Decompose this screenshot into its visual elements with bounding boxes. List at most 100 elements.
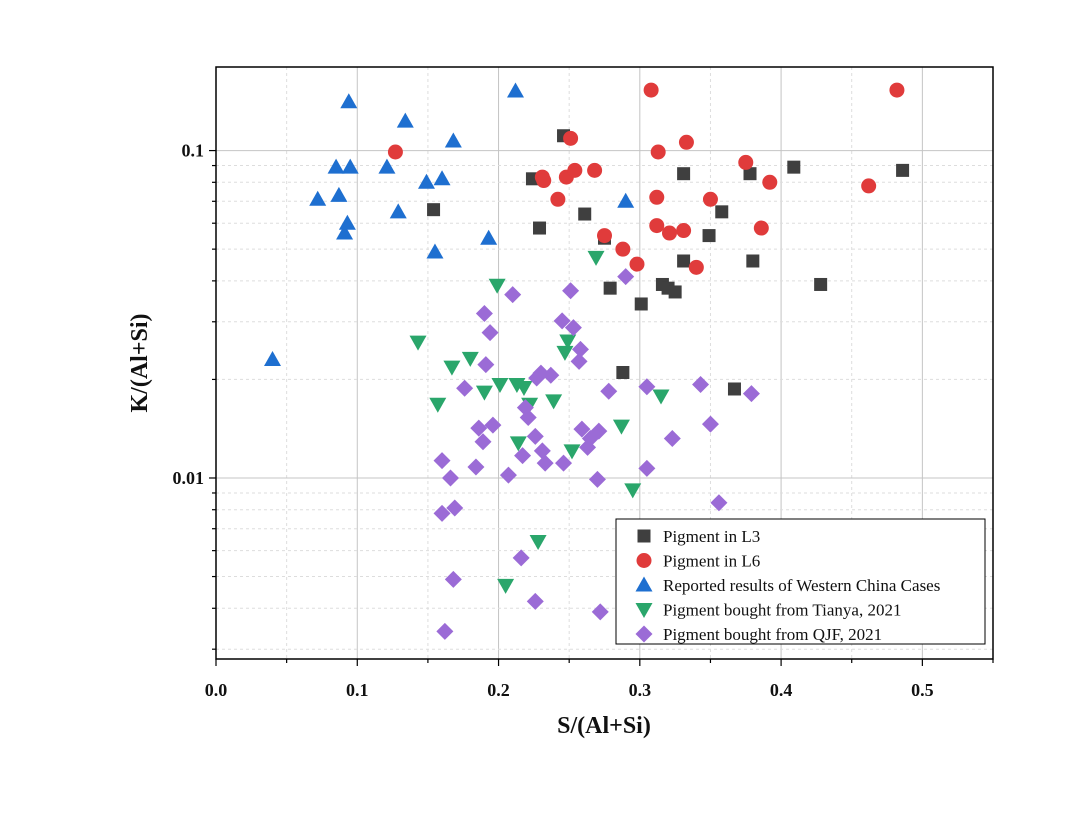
data-point: [677, 254, 691, 268]
axis-ticks: 0.0 0.1 0.2 0.3 0.4 0.5 0.01 0.1: [173, 141, 994, 700]
y-tick-label: 0.1: [182, 141, 205, 161]
data-point: [563, 130, 579, 146]
data-point: [559, 334, 577, 350]
data-point: [484, 416, 502, 434]
data-point: [436, 622, 454, 640]
data-point: [727, 382, 741, 396]
data-point: [474, 433, 492, 451]
data-point: [668, 285, 682, 299]
data-point: [433, 452, 451, 470]
series-1: [427, 129, 910, 396]
data-point: [702, 229, 716, 243]
data-point: [491, 377, 509, 393]
data-point: [556, 345, 574, 361]
data-point: [688, 259, 704, 275]
legend-marker: [636, 553, 652, 568]
data-point: [477, 356, 495, 374]
data-point: [526, 592, 544, 610]
data-point: [433, 170, 451, 186]
data-point: [509, 436, 527, 452]
data-point: [533, 221, 547, 235]
data-point: [514, 447, 532, 465]
y-axis-title: K/(Al+Si): [127, 313, 153, 412]
data-point: [387, 144, 403, 160]
data-point: [616, 365, 630, 379]
data-point: [590, 422, 608, 440]
data-point: [417, 173, 435, 189]
x-axis-title: S/(Al+Si): [557, 713, 651, 739]
data-point: [327, 158, 345, 174]
data-point: [787, 160, 801, 174]
x-tick-label: 0.0: [205, 680, 228, 700]
y-tick-label: 0.01: [173, 468, 205, 488]
data-point: [488, 278, 506, 294]
data-point: [481, 324, 499, 342]
data-point: [536, 454, 554, 472]
data-point: [429, 397, 447, 413]
data-point: [444, 132, 462, 148]
data-point: [426, 243, 444, 259]
data-point: [340, 93, 358, 109]
data-point: [550, 191, 566, 207]
data-point: [330, 186, 348, 202]
data-point: [475, 385, 493, 401]
data-point: [591, 603, 609, 621]
data-point: [571, 340, 589, 358]
series-2: [387, 82, 905, 275]
x-tick-label: 0.3: [629, 680, 652, 700]
data-point: [499, 466, 517, 484]
x-tick-label: 0.1: [346, 680, 369, 700]
data-point: [588, 470, 606, 488]
data-point: [409, 335, 427, 351]
data-point: [650, 144, 666, 160]
data-point: [629, 256, 645, 272]
data-point: [389, 203, 407, 219]
legend-label: Reported results of Western China Cases: [663, 576, 940, 595]
data-point: [529, 534, 547, 550]
x-tick-label: 0.2: [487, 680, 510, 700]
data-point: [649, 218, 665, 234]
data-point: [461, 351, 479, 367]
data-point: [896, 163, 910, 177]
data-point: [470, 419, 488, 437]
data-point: [746, 254, 760, 268]
legend-box: [615, 518, 986, 645]
data-point: [600, 382, 618, 400]
data-point: [677, 167, 691, 181]
data-point: [475, 304, 493, 322]
data-point: [597, 228, 612, 244]
data-point: [762, 174, 778, 190]
data-point: [587, 250, 605, 266]
legend-label: Pigment bought from Tianya, 2021: [663, 601, 901, 620]
data-point: [309, 190, 327, 206]
data-point: [396, 112, 414, 128]
series-5: [433, 268, 760, 640]
data-point: [480, 229, 498, 245]
data-point: [446, 499, 464, 517]
legend: Pigment in L3 Pigment in L6 Reported resul…: [615, 518, 986, 645]
series-3: [264, 82, 635, 367]
data-point: [587, 162, 603, 178]
data-point: [443, 360, 461, 376]
data-point: [710, 494, 728, 512]
data-point: [378, 158, 396, 174]
data-point: [603, 281, 617, 295]
data-point: [715, 205, 729, 219]
data-point: [555, 454, 573, 472]
data-point: [533, 442, 551, 460]
data-point: [643, 82, 659, 98]
data-point: [738, 154, 754, 170]
data-point: [624, 483, 642, 499]
data-point: [336, 224, 354, 240]
data-point: [567, 162, 583, 178]
data-point: [612, 419, 630, 435]
x-tick-label: 0.5: [911, 680, 934, 700]
data-point: [433, 504, 451, 522]
data-point: [519, 409, 537, 427]
data-point: [545, 394, 563, 410]
legend-marker: [635, 576, 653, 592]
data-point: [814, 277, 828, 291]
data-point: [553, 312, 571, 330]
legend-label: Pigment bought from QJF, 2021: [663, 625, 882, 644]
legend-marker: [635, 603, 653, 618]
